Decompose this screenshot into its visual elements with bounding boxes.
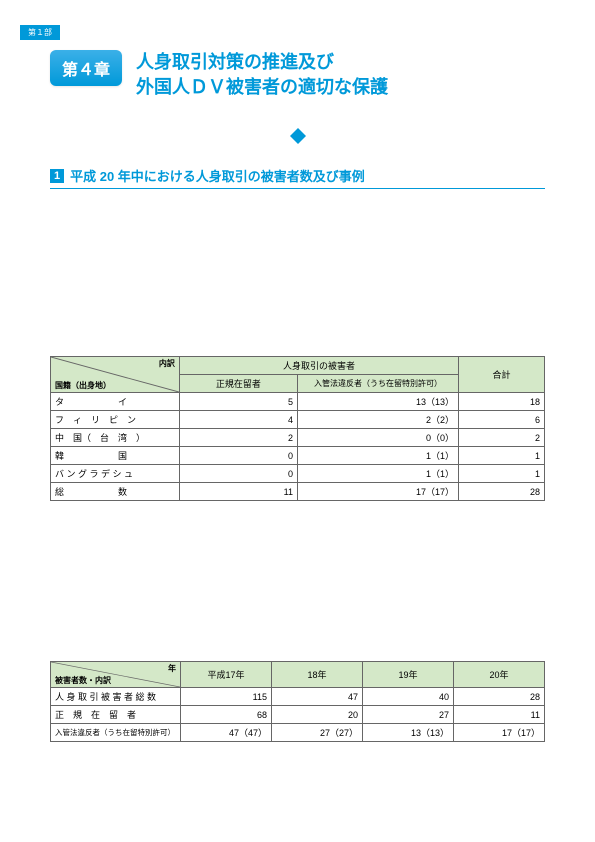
chapter-title: 人身取引対策の推進及び 外国人ＤＶ被害者の適切な保護 — [136, 50, 388, 100]
cell-value: 18 — [459, 393, 545, 411]
section-heading: 1 平成 20 年中における人身取引の被害者数及び事例 — [50, 166, 545, 189]
chapter-badge: 第４章 — [50, 50, 122, 86]
cell-value: 1 — [459, 447, 545, 465]
col-year: 20年 — [454, 662, 545, 688]
table-row: 入管法違反者（うち在留特別許可）47（47）27（27）13（13）17（17） — [51, 724, 545, 742]
cell-value: 13（13） — [363, 724, 454, 742]
diagonal-header: 年 被害者数・内訳 — [51, 662, 181, 688]
diag-top: 内訳 — [159, 358, 175, 369]
diag-bottom: 国籍（出身地） — [55, 380, 111, 391]
cell-label: バ ン グ ラ デ シ ュ — [51, 465, 180, 483]
chapter-title-line1: 人身取引対策の推進及び — [136, 52, 334, 72]
cell-value: 0 — [179, 447, 297, 465]
table-row: フ ィ リ ピ ン42（2）6 — [51, 411, 545, 429]
cell-label: フ ィ リ ピ ン — [51, 411, 180, 429]
table-victims-by-year: 年 被害者数・内訳 平成17年 18年 19年 20年 人 身 取 引 被 害 … — [50, 661, 545, 742]
diamond-ornament-icon — [290, 120, 306, 136]
group-header: 人身取引の被害者 — [179, 357, 458, 375]
table-row: 人 身 取 引 被 害 者 総 数115474028 — [51, 688, 545, 706]
cell-value: 2（2） — [297, 411, 458, 429]
cell-label: 入管法違反者（うち在留特別許可） — [51, 724, 181, 742]
cell-value: 47（47） — [181, 724, 272, 742]
part-label: 第１部 — [20, 25, 60, 40]
cell-value: 40 — [363, 688, 454, 706]
col-year: 18年 — [272, 662, 363, 688]
table-victims-by-nationality: 内訳 国籍（出身地） 人身取引の被害者 合計 正規在留者 入管法違反者（うち在留… — [50, 356, 545, 501]
col-regular: 正規在留者 — [179, 375, 297, 393]
cell-value: 0（0） — [297, 429, 458, 447]
cell-value: 27 — [363, 706, 454, 724]
cell-label: 総 数 — [51, 483, 180, 501]
cell-value: 1（1） — [297, 447, 458, 465]
cell-label: 人 身 取 引 被 害 者 総 数 — [51, 688, 181, 706]
cell-label: 正 規 在 留 者 — [51, 706, 181, 724]
diag-bottom: 被害者数・内訳 — [55, 675, 111, 686]
table-row: タ イ513（13）18 — [51, 393, 545, 411]
cell-label: タ イ — [51, 393, 180, 411]
cell-value: 11 — [454, 706, 545, 724]
col-violator: 入管法違反者（うち在留特別許可） — [297, 375, 458, 393]
diag-top: 年 — [168, 663, 176, 674]
content-area: 第４章 人身取引対策の推進及び 外国人ＤＶ被害者の適切な保護 1 平成 20 年… — [0, 0, 595, 742]
cell-value: 115 — [181, 688, 272, 706]
cell-value: 17（17） — [454, 724, 545, 742]
diagonal-header: 内訳 国籍（出身地） — [51, 357, 180, 393]
cell-value: 28 — [454, 688, 545, 706]
col-total: 合計 — [459, 357, 545, 393]
cell-value: 0 — [179, 465, 297, 483]
cell-value: 17（17） — [297, 483, 458, 501]
table-row: バ ン グ ラ デ シ ュ01（1）1 — [51, 465, 545, 483]
table-row: 韓 国01（1）1 — [51, 447, 545, 465]
cell-value: 28 — [459, 483, 545, 501]
table-row: 内訳 国籍（出身地） 人身取引の被害者 合計 — [51, 357, 545, 375]
cell-value: 5 — [179, 393, 297, 411]
chapter-header: 第４章 人身取引対策の推進及び 外国人ＤＶ被害者の適切な保護 — [50, 50, 545, 100]
cell-value: 20 — [272, 706, 363, 724]
table-row: 正 規 在 留 者68202711 — [51, 706, 545, 724]
table-row: 総 数1117（17）28 — [51, 483, 545, 501]
cell-value: 47 — [272, 688, 363, 706]
chapter-title-line2: 外国人ＤＶ被害者の適切な保護 — [136, 77, 388, 97]
cell-value: 68 — [181, 706, 272, 724]
cell-value: 4 — [179, 411, 297, 429]
cell-value: 13（13） — [297, 393, 458, 411]
page: 第１部 第４章 人身取引対策の推進及び 外国人ＤＶ被害者の適切な保護 1 平成 … — [0, 0, 595, 842]
section-title: 平成 20 年中における人身取引の被害者数及び事例 — [70, 166, 365, 185]
col-year: 平成17年 — [181, 662, 272, 688]
cell-value: 1 — [459, 465, 545, 483]
cell-label: 中 国（ 台 湾 ） — [51, 429, 180, 447]
col-year: 19年 — [363, 662, 454, 688]
cell-value: 27（27） — [272, 724, 363, 742]
cell-label: 韓 国 — [51, 447, 180, 465]
cell-value: 2 — [179, 429, 297, 447]
body-spacer — [50, 189, 545, 344]
table-row: 年 被害者数・内訳 平成17年 18年 19年 20年 — [51, 662, 545, 688]
cell-value: 11 — [179, 483, 297, 501]
cell-value: 2 — [459, 429, 545, 447]
cell-value: 6 — [459, 411, 545, 429]
cell-value: 1（1） — [297, 465, 458, 483]
table-row: 中 国（ 台 湾 ）20（0）2 — [51, 429, 545, 447]
section-number: 1 — [50, 169, 64, 183]
